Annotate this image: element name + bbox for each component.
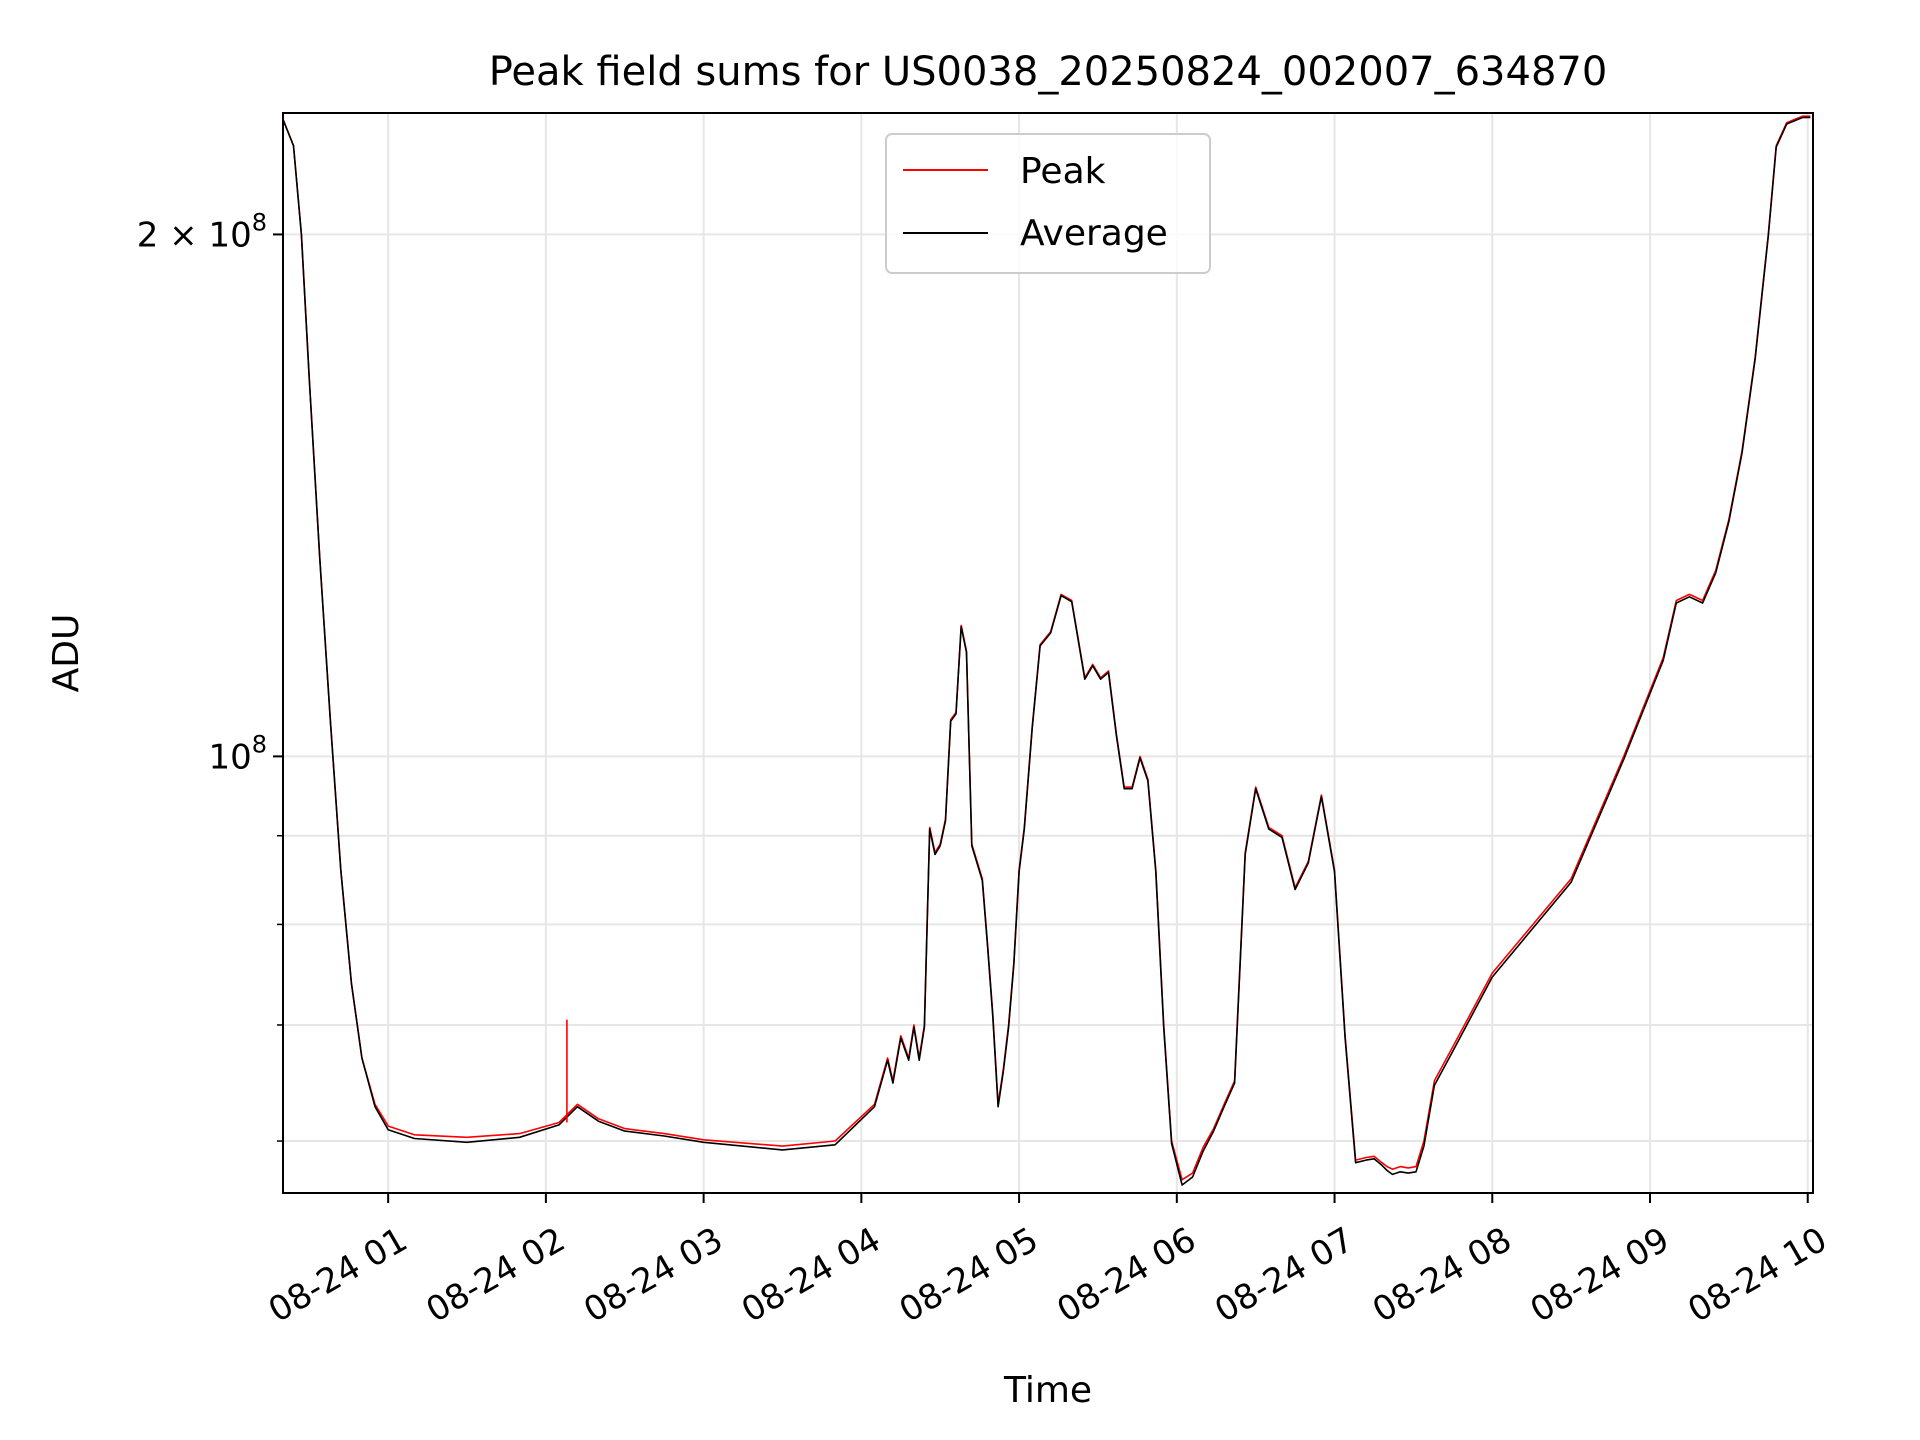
plot-frame — [282, 112, 1814, 1194]
y-tick-label: 108 — [208, 730, 267, 777]
legend-box — [885, 133, 1211, 274]
series-line-average — [282, 116, 1811, 1186]
chart-title: Peak field sums for US0038_20250824_0020… — [489, 49, 1608, 95]
y-axis: 108 2 × 108 — [137, 208, 283, 1142]
y-tick-label: 2 × 108 — [137, 208, 267, 255]
legend: Peak Average — [885, 133, 1211, 274]
grid — [283, 113, 1813, 1193]
series-layer — [282, 115, 1811, 1186]
legend-label-peak: Peak — [1020, 151, 1106, 192]
x-axis-label: Time — [1003, 1370, 1092, 1411]
y-axis-label: ADU — [46, 614, 87, 693]
legend-label-average: Average — [1020, 213, 1168, 254]
